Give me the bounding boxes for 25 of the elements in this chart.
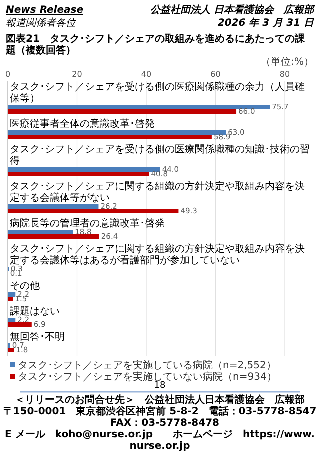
x-tick-label: 80 [280, 70, 290, 79]
text: 2026 年 3 月 31 日 [218, 17, 315, 29]
text: （単位:%） [261, 56, 314, 68]
y-tick-label: タスク･シフト／シェアに関する組織の方針決定や取組み内容を決定する会議体等はあるが看護部門が参加していない [10, 243, 305, 266]
x-tick-label: 60 [210, 70, 221, 79]
x-tick-label: 40 [141, 70, 152, 79]
text: 〒150-0001 東京都渋谷区神宮前 5-8-2 電話：03-5778-8547 FAX：03-5778-8478 [3, 406, 317, 429]
y-tick-label: 医療従事者全体の意識改革･啓発 [10, 118, 155, 130]
y-tick-label: タスク･シフト／シェアを受ける側の医療関係職種の知識･技術の習得 [10, 144, 310, 167]
y-tick-label: タスク･シフト／シェアを受ける側の医療関係職種の余力（人員確保等） [10, 81, 305, 104]
text: ＜リリースのお問合せ先＞ 公益社団法人日本看護協会 広報部 [15, 394, 305, 406]
legend-label: タスク･シフト／シェアを実施している病院（n=2,552） [18, 360, 276, 372]
text: 報道関係者各位 [6, 17, 77, 29]
text: 公益社団法人 日本看護協会 広報部 [150, 4, 316, 16]
y-tick-label: その他 [10, 280, 40, 292]
x-tick-label: 20 [72, 70, 82, 79]
chart-title: 図表21 タスク･シフト／シェアの取組みを進めるにあたっての課題（複数回答） [5, 33, 306, 56]
text: News Release [6, 5, 84, 16]
text: 18 [154, 381, 166, 391]
text: E メール koho@nurse.or.jp ホームページ https://www.nurse.or.jp [5, 430, 315, 452]
x-tick-label: 0 [5, 70, 11, 79]
y-tick-label: タスク･シフト／シェアに関する組織の方針決定や取組み内容を決定する会議体等がない [10, 180, 305, 204]
y-tick-label: 病院長等の管理者の意識改革･啓発 [10, 218, 165, 230]
y-tick-label: 課題はない [10, 306, 60, 318]
y-tick-label: 無回答･不明 [10, 331, 65, 343]
